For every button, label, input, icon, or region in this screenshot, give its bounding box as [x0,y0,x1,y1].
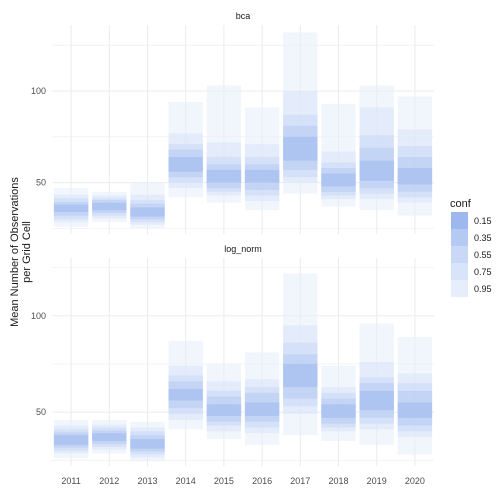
interval-bar-c15-2020 [397,402,433,418]
x-tick-labels: 2011 2012 2013 2014 2015 2016 2017 2018 2019 2020 [61,476,424,486]
x-tick-label: 2016 [252,476,272,486]
legend-label: 0.35 [474,233,492,243]
x-tick-label: 2018 [328,476,348,486]
legend: conf 0.15 0.35 0.55 0.75 0.95 [450,198,492,297]
y-tick-label: 100 [31,86,46,96]
interval-bar-c15-2014 [168,157,203,172]
panel-strip-title: bca [236,11,251,21]
interval-bar-c15-2019 [359,160,394,181]
y-tick-label: 100 [31,311,46,321]
interval-bar-c15-2011 [53,204,89,212]
interval-bar-c15-2012 [92,433,127,441]
x-tick-label: 2020 [405,476,425,486]
legend-swatch [451,229,468,246]
interval-bar-c15-2012 [92,202,127,211]
interval-bar-c15-2017 [283,363,318,388]
legend-label: 0.15 [474,216,492,226]
interval-bar-c15-2016 [244,402,280,416]
legend-label: 0.75 [474,267,492,277]
interval-bar-c15-2018 [321,404,356,418]
panel-strip-title: log_norm [224,244,262,254]
x-tick-label: 2017 [290,476,310,486]
legend-swatch [451,263,468,280]
legend-title: conf [450,198,472,210]
interval-bar-c15-2020 [397,168,433,185]
y-axis-label-line1: Mean Number of Observations [9,177,21,327]
interval-bar-c15-2015 [206,169,242,183]
y-tick-label: 50 [36,178,46,188]
x-tick-label: 2019 [367,476,387,486]
x-tick-label: 2011 [61,476,80,486]
interval-bar-c15-2011 [53,435,89,445]
legend-swatch [451,280,468,297]
legend-swatch [451,246,468,263]
x-tick-label: 2013 [137,476,157,486]
x-tick-label: 2012 [99,476,119,486]
y-tick-labels: 50 100 [31,311,46,417]
interval-bar-c15-2019 [359,390,394,411]
x-tick-label: 2014 [176,476,196,486]
interval-bars [53,273,433,462]
interval-bars [53,32,433,229]
legend-label: 0.95 [474,284,492,294]
legend-swatch [451,212,468,229]
panel-bca: bca 50 100 [31,11,434,234]
interval-bar-c15-2017 [283,136,318,161]
interval-bar-c15-2015 [206,404,242,416]
legend-label: 0.55 [474,250,492,260]
interval-bar-c15-2016 [244,169,280,183]
interval-bar-c15-2013 [130,439,165,449]
y-axis-label: Mean Number of Observations per Grid Cel… [9,177,33,327]
interval-bar-c15-2013 [130,207,165,217]
panel-log-norm: log_norm 50 100 [31,244,434,466]
y-tick-labels: 50 100 [31,86,46,188]
interval-bar-c15-2018 [321,173,356,187]
x-tick-label: 2015 [214,476,234,486]
interval-bar-c15-2014 [168,388,203,401]
legend-items: 0.15 0.35 0.55 0.75 0.95 [451,212,492,297]
y-axis-label-line2: per Grid Cell [21,221,33,283]
y-tick-label: 50 [36,407,46,417]
